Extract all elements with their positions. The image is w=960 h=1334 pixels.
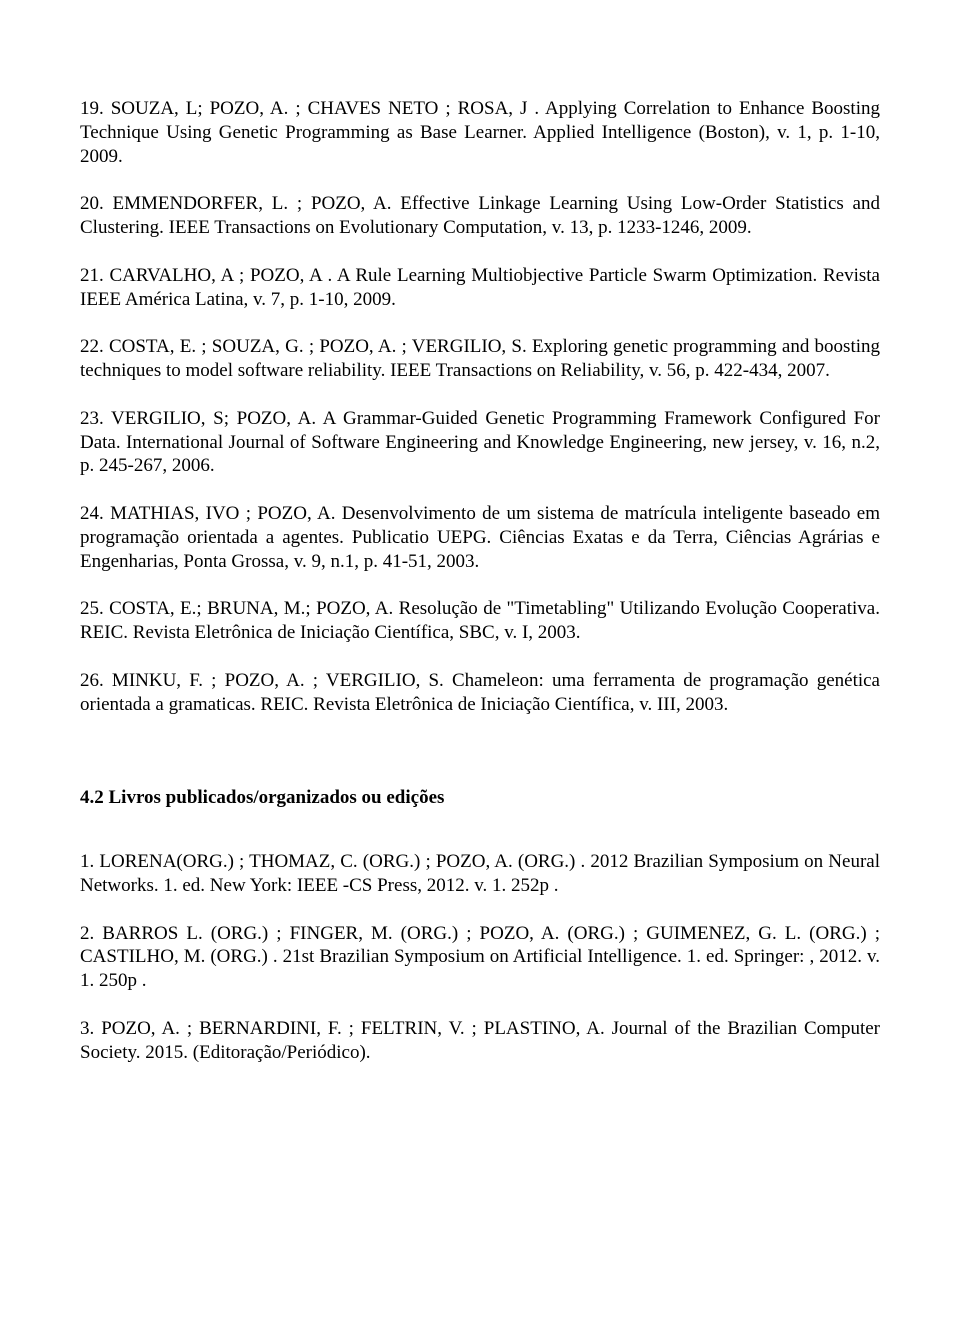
bibliography-list-2: 1. LORENA(ORG.) ; THOMAZ, C. (ORG.) ; PO…	[80, 850, 880, 1064]
bibliography-list-1: 19. SOUZA, L; POZO, A. ; CHAVES NETO ; R…	[80, 97, 880, 716]
bibliography-entry: 25. COSTA, E.; BRUNA, M.; POZO, A. Resol…	[80, 597, 880, 645]
bibliography-entry: 2. BARROS L. (ORG.) ; FINGER, M. (ORG.) …	[80, 922, 880, 993]
bibliography-entry: 22. COSTA, E. ; SOUZA, G. ; POZO, A. ; V…	[80, 335, 880, 383]
bibliography-entry: 23. VERGILIO, S; POZO, A. A Grammar-Guid…	[80, 407, 880, 478]
bibliography-entry: 3. POZO, A. ; BERNARDINI, F. ; FELTRIN, …	[80, 1017, 880, 1065]
bibliography-entry: 21. CARVALHO, A ; POZO, A . A Rule Learn…	[80, 264, 880, 312]
bibliography-entry: 24. MATHIAS, IVO ; POZO, A. Desenvolvime…	[80, 502, 880, 573]
bibliography-entry: 1. LORENA(ORG.) ; THOMAZ, C. (ORG.) ; PO…	[80, 850, 880, 898]
bibliography-entry: 26. MINKU, F. ; POZO, A. ; VERGILIO, S. …	[80, 669, 880, 717]
bibliography-entry: 20. EMMENDORFER, L. ; POZO, A. Effective…	[80, 192, 880, 240]
bibliography-entry: 19. SOUZA, L; POZO, A. ; CHAVES NETO ; R…	[80, 97, 880, 168]
section-heading-books: 4.2 Livros publicados/organizados ou edi…	[80, 786, 880, 810]
